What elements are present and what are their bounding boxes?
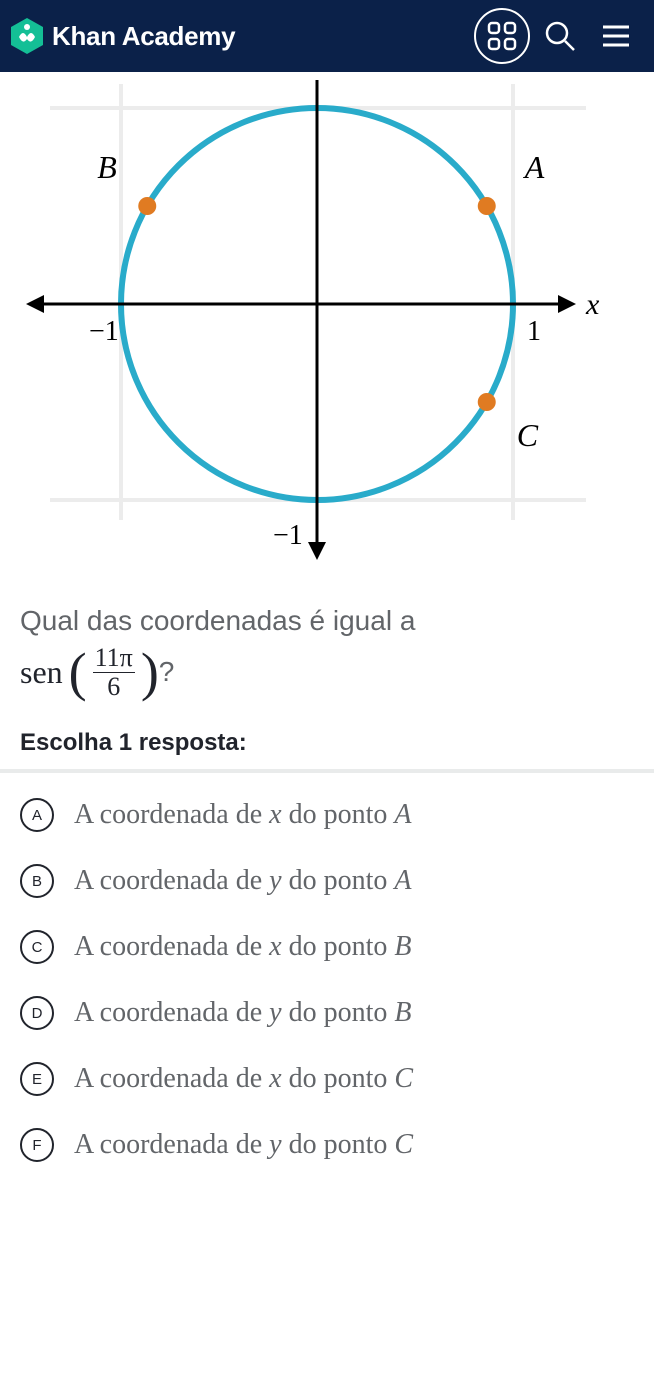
frac-bot: 6 [107,673,120,700]
answer-bubble: B [20,864,54,898]
question-expression: sen ( 11π 6 ) ? [20,641,634,703]
answer-a[interactable]: A A coordenada de x do ponto A [0,782,654,848]
answer-text: A coordenada de x do ponto A [74,799,411,831]
answer-text: A coordenada de x do ponto B [74,931,411,963]
svg-text:−1: −1 [273,520,303,551]
apps-icon[interactable] [474,8,530,64]
answer-bubble: D [20,996,54,1030]
fraction: 11π 6 [93,644,135,700]
answer-text: A coordenada de x do ponto C [74,1063,413,1095]
svg-text:−1: −1 [89,316,119,347]
answer-bubble: F [20,1128,54,1162]
answer-e[interactable]: E A coordenada de x do ponto C [0,1046,654,1112]
frac-top: 11π [93,644,135,672]
svg-text:1: 1 [527,316,541,347]
question-text: Qual das coordenadas é igual a sen ( 11π… [0,595,654,703]
svg-text:x: x [585,288,600,321]
answer-text: A coordenada de y do ponto C [74,1129,413,1161]
choose-label: Escolha 1 resposta: [0,703,654,769]
search-icon[interactable] [534,10,586,62]
answer-text: A coordenada de y do ponto B [74,997,411,1029]
answer-text: A coordenada de y do ponto A [74,865,411,897]
svg-text:C: C [517,417,539,453]
brand-text: Khan Academy [52,21,235,52]
logo-hex-icon [8,17,46,55]
func-name: sen [20,654,63,691]
unit-circle-chart: −1 1 −1 x A B C [0,72,654,595]
answer-b[interactable]: B A coordenada de y do ponto A [0,848,654,914]
answers-list: A A coordenada de x do ponto A B A coordena… [0,772,654,1178]
menu-icon[interactable] [590,10,642,62]
answer-d[interactable]: D A coordenada de y do ponto B [0,980,654,1046]
svg-text:A: A [523,149,545,185]
unit-circle-svg: −1 1 −1 x A B C [20,80,616,580]
lparen: ( [69,641,87,703]
logo[interactable]: Khan Academy [8,17,235,55]
answer-f[interactable]: F A coordenada de y do ponto C [0,1112,654,1178]
qmark: ? [159,656,175,688]
rparen: ) [141,641,159,703]
answer-c[interactable]: C A coordenada de x do ponto B [0,914,654,980]
answer-bubble: C [20,930,54,964]
svg-text:B: B [97,149,117,185]
answer-bubble: E [20,1062,54,1096]
answer-bubble: A [20,798,54,832]
question-line1: Qual das coordenadas é igual a [20,605,634,637]
header: Khan Academy [0,0,654,72]
